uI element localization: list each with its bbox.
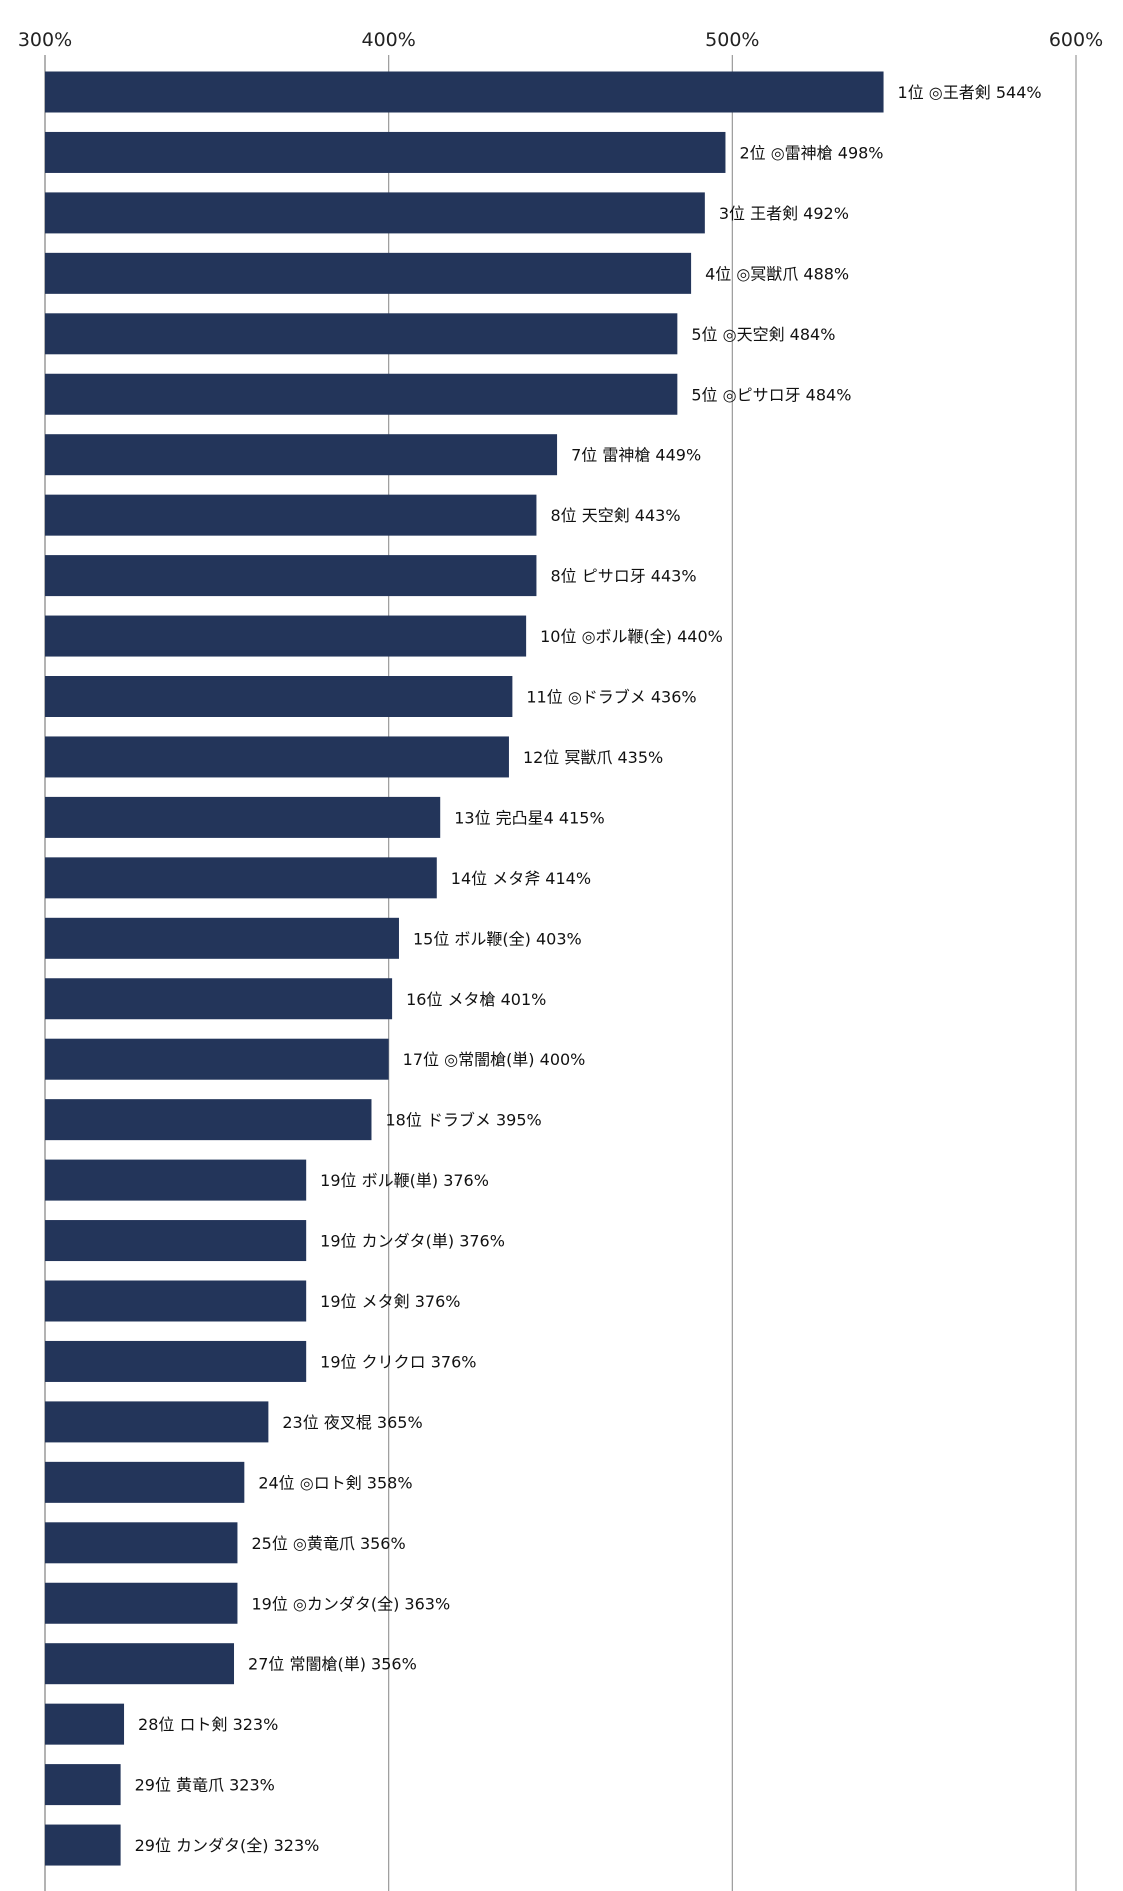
x-tick-label: 600% (1049, 29, 1103, 51)
bar (45, 796, 441, 838)
data-label: 2位 ◎雷神槍 498% (739, 143, 883, 162)
data-label: 4位 ◎冥獣爪 488% (705, 264, 849, 283)
data-label: 11位 ◎ドラブメ 436% (526, 688, 696, 707)
bar (45, 252, 692, 294)
data-label: 19位 クリクロ 376% (320, 1352, 476, 1371)
data-label: 16位 メタ槍 401% (406, 990, 546, 1009)
bar (45, 555, 537, 597)
data-label: 29位 黄竜爪 323% (135, 1776, 275, 1795)
bar (45, 192, 705, 234)
data-label: 10位 ◎ボル鞭(全) 440% (540, 627, 723, 646)
bar (45, 1824, 121, 1866)
data-label: 8位 天空剣 443% (550, 506, 680, 525)
bar (45, 1703, 125, 1745)
bar (45, 1582, 238, 1624)
data-label: 7位 雷神槍 449% (571, 446, 701, 465)
data-label: 28位 ロト剣 323% (138, 1715, 278, 1734)
data-label: 19位 メタ剣 376% (320, 1292, 460, 1311)
data-label: 14位 メタ斧 414% (451, 869, 591, 888)
x-axis-ticks: 300% 400% 500% 600% (18, 29, 1103, 51)
data-label: 19位 ボル鞭(単) 376% (320, 1171, 489, 1190)
bar (45, 313, 678, 355)
bar (45, 1340, 307, 1382)
data-label: 5位 ◎天空剣 484% (691, 325, 835, 344)
data-label: 8位 ピサロ牙 443% (550, 567, 696, 586)
data-label: 5位 ◎ピサロ牙 484% (691, 385, 851, 404)
bar (45, 1220, 307, 1262)
data-label: 19位 カンダタ(単) 376% (320, 1232, 505, 1251)
data-label: 15位 ボル鞭(全) 403% (413, 929, 582, 948)
bars (45, 71, 884, 1866)
bar (45, 373, 678, 415)
bar-labels: 1位 ◎王者剣 544% 2位 ◎雷神槍 498% 3位 王者剣 492% 4位 ◎冥… (135, 83, 1042, 1855)
bar (45, 1038, 389, 1080)
x-tick-label: 400% (362, 29, 416, 51)
bar (45, 917, 399, 959)
bar (45, 1280, 307, 1322)
data-label: 3位 王者剣 492% (719, 204, 849, 223)
data-label: 18位 ドラブメ 395% (385, 1111, 541, 1130)
bar (45, 434, 558, 476)
bar (45, 1643, 235, 1685)
data-label: 27位 常闇槍(単) 356% (248, 1655, 417, 1674)
bar (45, 1461, 245, 1503)
bar (45, 1159, 307, 1201)
bar (45, 736, 509, 778)
bar (45, 1099, 372, 1141)
data-label: 17位 ◎常闇槍(単) 400% (403, 1050, 586, 1069)
bar (45, 857, 437, 899)
data-label: 29位 カンダタ(全) 323% (135, 1836, 320, 1855)
bar (45, 615, 527, 657)
data-label: 25位 ◎黄竜爪 356% (251, 1534, 405, 1553)
x-tick-label: 500% (705, 29, 759, 51)
bar (45, 71, 884, 113)
data-label: 1位 ◎王者剣 544% (898, 83, 1042, 102)
bar (45, 1764, 121, 1806)
data-label: 13位 完凸星4 415% (454, 808, 604, 827)
bar (45, 1401, 269, 1443)
bar (45, 1522, 238, 1564)
bar (45, 978, 393, 1020)
bar (45, 676, 513, 717)
data-label: 19位 ◎カンダタ(全) 363% (251, 1594, 450, 1613)
x-tick-label: 300% (18, 29, 72, 51)
data-label: 24位 ◎ロト剣 358% (258, 1473, 412, 1492)
data-label: 12位 冥獣爪 435% (523, 748, 663, 767)
bar (45, 494, 537, 536)
bar (45, 131, 726, 173)
data-label: 23位 夜叉棍 365% (282, 1413, 422, 1432)
